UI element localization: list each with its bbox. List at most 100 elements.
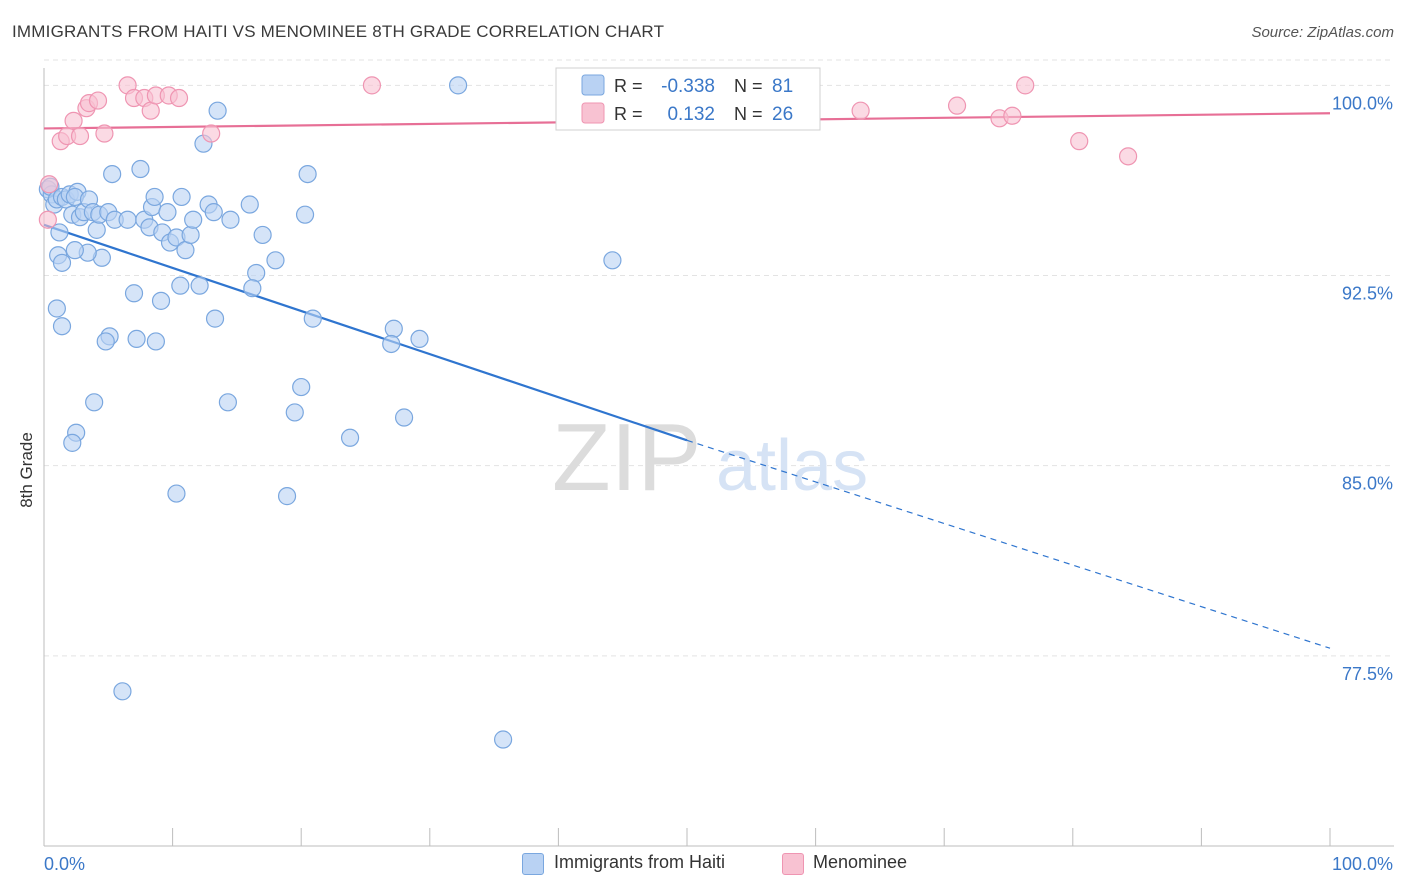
point-haiti (205, 309, 225, 328)
point-haiti (146, 332, 165, 351)
watermark: ZIP atlas (552, 404, 868, 511)
stats-r-label-2: R = (614, 104, 643, 124)
point-haiti (340, 428, 360, 447)
point-menominee (1003, 106, 1022, 125)
trend-layer (43, 112, 1331, 649)
point-haiti (181, 225, 200, 245)
point-haiti (47, 299, 66, 318)
point-haiti (266, 251, 285, 270)
point-haiti (292, 377, 311, 397)
point-menominee (202, 124, 221, 143)
point-menominee (95, 124, 114, 143)
point-haiti (131, 159, 150, 179)
point-haiti (247, 263, 266, 283)
stats-n-label-1: N = (734, 76, 763, 96)
point-menominee (88, 91, 108, 110)
point-haiti (603, 251, 622, 270)
point-haiti (158, 203, 177, 222)
y-axis-label: 8th Grade (17, 432, 36, 508)
point-haiti (52, 317, 72, 336)
point-menominee (362, 76, 382, 95)
point-haiti (171, 276, 190, 295)
point-haiti (384, 319, 403, 338)
point-haiti (208, 101, 227, 120)
y-tick-label: 85.0% (1342, 474, 1393, 494)
point-haiti (218, 393, 237, 412)
stats-n-label-2: N = (734, 104, 763, 124)
point-haiti (145, 187, 164, 207)
point-haiti (113, 682, 132, 701)
point-haiti (298, 164, 317, 184)
stats-r-value-2: 0.132 (667, 104, 715, 125)
legend-swatch-menominee (782, 853, 804, 875)
point-haiti (176, 241, 195, 260)
x-tick-label: 0.0% (44, 854, 85, 874)
point-haiti (124, 284, 144, 303)
grid-layer (44, 59, 1390, 657)
point-haiti (190, 276, 209, 295)
point-haiti (50, 223, 69, 242)
legend-swatch-haiti (522, 853, 544, 875)
point-menominee (1070, 132, 1089, 151)
point-haiti (240, 195, 259, 214)
point-haiti (118, 210, 137, 229)
trendline-haiti (43, 223, 688, 442)
point-haiti (87, 220, 106, 239)
point-haiti (243, 279, 262, 298)
stats-box: R = -0.338 N = 81 R = 0.132 N = 26 (555, 67, 821, 131)
watermark-atlas: atlas (716, 426, 868, 506)
point-haiti (285, 403, 304, 422)
point-menominee (1118, 147, 1138, 166)
chart-title: IMMIGRANTS FROM HAITI VS MENOMINEE 8TH G… (12, 22, 665, 41)
point-haiti (494, 730, 513, 749)
point-haiti (410, 329, 429, 349)
stats-r-label-1: R = (614, 76, 643, 96)
point-menominee (38, 210, 57, 229)
point-menominee (64, 111, 83, 130)
point-menominee (141, 101, 160, 120)
stats-n-value-1: 81 (772, 76, 793, 97)
point-haiti (184, 210, 203, 229)
point-menominee (851, 101, 870, 120)
point-haiti (127, 329, 146, 349)
point-haiti (172, 187, 191, 207)
point-menominee (947, 96, 967, 115)
point-menominee (70, 126, 90, 146)
y-tick-label: 92.5% (1342, 284, 1393, 304)
stats-swatch-pink (581, 102, 605, 124)
point-haiti (303, 309, 322, 328)
point-haiti (65, 241, 84, 260)
legend-label-haiti: Immigrants from Haiti (554, 852, 726, 872)
stats-n-value-2: 26 (772, 104, 793, 125)
source-credit: Source: ZipAtlas.com (1251, 24, 1394, 41)
point-haiti (63, 433, 82, 452)
point-haiti (52, 253, 72, 272)
y-tick-label: 100.0% (1332, 93, 1393, 113)
point-haiti (448, 76, 468, 95)
axis-layer: 100.0% 92.5% 85.0% 77.5% 0.0% 100.0% (43, 68, 1394, 874)
y-tick-label: 77.5% (1342, 664, 1393, 684)
point-menominee (40, 175, 59, 194)
stats-swatch-blue (581, 74, 605, 96)
point-haiti (253, 225, 272, 245)
point-haiti (295, 205, 315, 224)
legend-label-menominee: Menominee (813, 852, 908, 872)
point-haiti (96, 332, 115, 351)
point-menominee (1016, 76, 1035, 95)
point-haiti (382, 334, 401, 354)
watermark-zip: ZIP (552, 404, 701, 511)
trendline-haiti-extrapolated (686, 439, 1331, 649)
points-layer (38, 76, 1138, 749)
point-haiti (394, 408, 414, 427)
point-haiti (103, 164, 122, 184)
stats-r-value-1: -0.338 (661, 76, 715, 97)
point-haiti (277, 487, 297, 506)
point-menominee (169, 88, 189, 108)
point-haiti (204, 203, 223, 222)
point-haiti (151, 291, 171, 310)
point-haiti (85, 393, 104, 412)
point-haiti (167, 484, 186, 503)
point-haiti (221, 210, 240, 229)
x-tick-label: 100.0% (1332, 854, 1393, 874)
